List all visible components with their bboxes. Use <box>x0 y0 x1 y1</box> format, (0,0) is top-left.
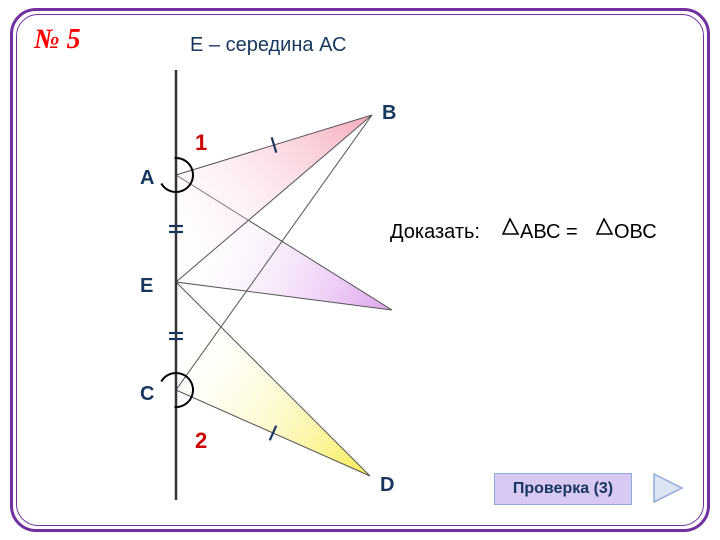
geometry-diagram: A E C B D 1 2 <box>100 70 460 510</box>
angle-label-2: 2 <box>195 428 207 454</box>
check-button-label: Проверка (3) <box>513 480 613 497</box>
check-button[interactable]: Проверка (3) <box>494 473 632 505</box>
subtitle-text: Е – середина АС <box>190 34 346 57</box>
triangle-icon <box>596 218 614 236</box>
point-label-B: B <box>382 102 396 125</box>
prove-rhs: ОВС <box>614 221 657 244</box>
angle-label-1: 1 <box>195 130 207 156</box>
point-label-D: D <box>380 474 394 497</box>
prove-lhs: АВС = <box>520 221 578 244</box>
point-label-C: C <box>140 383 154 406</box>
next-arrow-button[interactable] <box>650 470 686 506</box>
point-label-E: E <box>140 275 153 298</box>
triangle-icon <box>502 218 520 236</box>
problem-number: № 5 <box>34 24 81 56</box>
point-label-A: A <box>140 167 154 190</box>
diagram-svg <box>100 70 460 510</box>
